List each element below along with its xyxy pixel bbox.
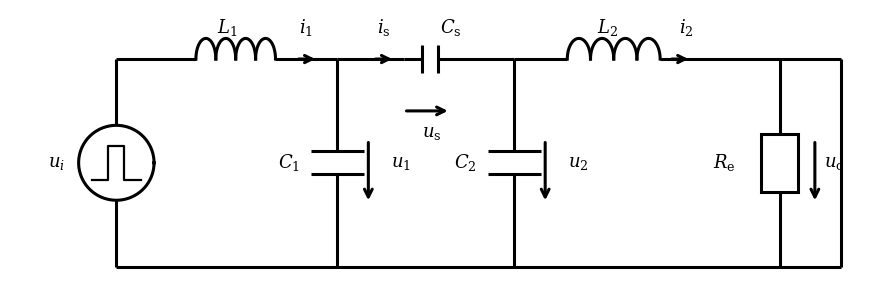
Text: $C_2$: $C_2$ <box>454 152 477 173</box>
Text: $i_{\rm s}$: $i_{\rm s}$ <box>377 17 390 38</box>
FancyBboxPatch shape <box>760 134 797 191</box>
Text: $u_1$: $u_1$ <box>391 154 410 172</box>
Text: $u_{\rm o}$: $u_{\rm o}$ <box>823 154 843 172</box>
Text: $R_{\rm e}$: $R_{\rm e}$ <box>712 152 735 173</box>
Text: $L_1$: $L_1$ <box>216 17 237 38</box>
Text: $L_2$: $L_2$ <box>596 17 617 38</box>
Text: $C_1$: $C_1$ <box>277 152 299 173</box>
Text: $u_i$: $u_i$ <box>48 154 65 172</box>
Text: $i_2$: $i_2$ <box>679 17 693 38</box>
Text: $C_{\rm s}$: $C_{\rm s}$ <box>439 17 461 38</box>
Text: $i_1$: $i_1$ <box>299 17 313 38</box>
Text: $u_2$: $u_2$ <box>567 154 587 172</box>
Text: $u_{\rm s}$: $u_{\rm s}$ <box>422 124 441 141</box>
